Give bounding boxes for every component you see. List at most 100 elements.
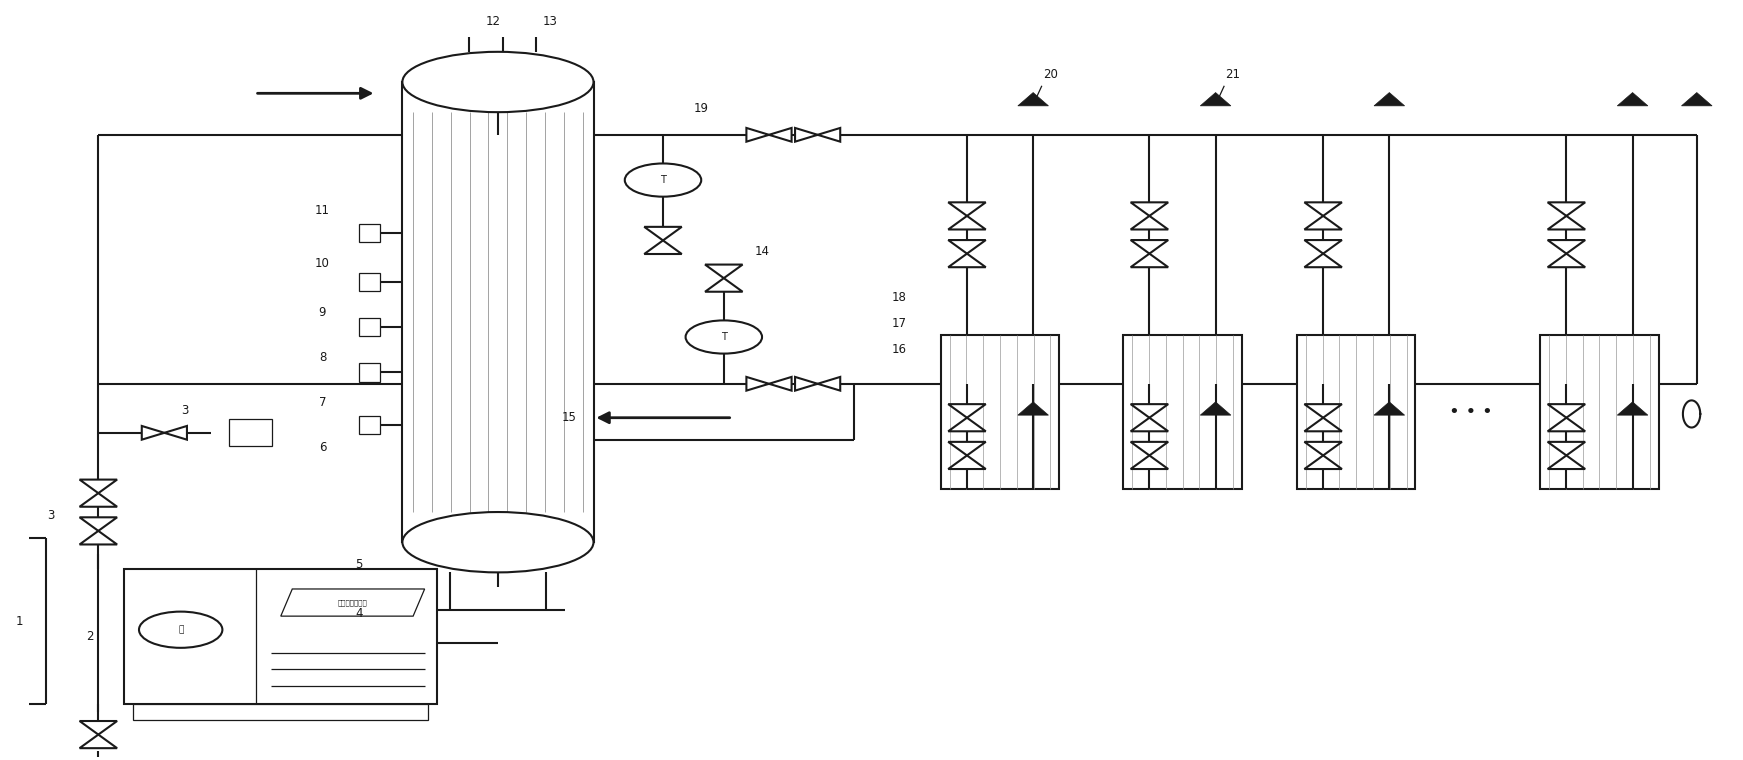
Text: 6: 6 <box>319 442 326 454</box>
Polygon shape <box>706 278 743 292</box>
Text: 20: 20 <box>1042 68 1058 81</box>
Text: 14: 14 <box>755 245 770 258</box>
Polygon shape <box>1131 216 1168 230</box>
Text: 7: 7 <box>319 396 326 409</box>
Polygon shape <box>141 426 164 440</box>
Text: 21: 21 <box>1225 68 1241 81</box>
Polygon shape <box>746 377 769 391</box>
Polygon shape <box>1131 442 1168 455</box>
Polygon shape <box>1304 254 1342 268</box>
Text: 10: 10 <box>315 257 329 270</box>
Polygon shape <box>281 589 425 616</box>
Text: 13: 13 <box>544 15 558 28</box>
Text: 9: 9 <box>319 306 326 318</box>
Polygon shape <box>1304 442 1342 455</box>
Bar <box>941 334 1060 489</box>
Polygon shape <box>1304 216 1342 230</box>
Polygon shape <box>1304 404 1342 418</box>
Bar <box>132 705 429 720</box>
Text: 8: 8 <box>319 351 326 364</box>
Text: 16: 16 <box>891 344 906 356</box>
Polygon shape <box>80 721 117 735</box>
Polygon shape <box>795 377 817 391</box>
Text: T: T <box>722 332 727 342</box>
Polygon shape <box>1018 93 1049 106</box>
Polygon shape <box>706 264 743 278</box>
Polygon shape <box>645 240 682 254</box>
Polygon shape <box>769 128 791 141</box>
Polygon shape <box>1131 254 1168 268</box>
Text: 3: 3 <box>181 404 188 416</box>
Bar <box>403 82 594 542</box>
Polygon shape <box>1548 404 1584 418</box>
Polygon shape <box>1018 402 1049 415</box>
Bar <box>124 568 437 705</box>
Text: 5: 5 <box>356 559 363 572</box>
Polygon shape <box>1548 442 1584 455</box>
Polygon shape <box>1548 216 1584 230</box>
Polygon shape <box>1131 404 1168 418</box>
Polygon shape <box>1304 418 1342 432</box>
Polygon shape <box>1304 240 1342 254</box>
Polygon shape <box>1131 418 1168 432</box>
Bar <box>228 420 272 446</box>
Polygon shape <box>1618 402 1647 415</box>
Text: • • •: • • • <box>1448 403 1492 421</box>
Polygon shape <box>948 418 987 432</box>
Polygon shape <box>164 426 187 440</box>
Polygon shape <box>948 240 987 254</box>
Bar <box>359 224 380 242</box>
Polygon shape <box>948 254 987 268</box>
Polygon shape <box>1373 402 1405 415</box>
Bar <box>359 416 380 434</box>
Polygon shape <box>1548 202 1584 216</box>
Bar <box>1124 334 1241 489</box>
Polygon shape <box>948 216 987 230</box>
Polygon shape <box>1201 402 1231 415</box>
Polygon shape <box>645 226 682 240</box>
Polygon shape <box>1304 202 1342 216</box>
Text: 3: 3 <box>47 509 54 522</box>
Bar <box>1297 334 1415 489</box>
Bar <box>359 273 380 291</box>
Bar <box>359 318 380 336</box>
Polygon shape <box>1548 240 1584 254</box>
Text: 11: 11 <box>315 204 329 217</box>
Polygon shape <box>795 128 817 141</box>
Text: 4: 4 <box>356 607 363 620</box>
Bar <box>359 363 380 382</box>
Text: 18: 18 <box>891 290 906 303</box>
Circle shape <box>624 163 701 197</box>
Text: 液态金属储存箱: 液态金属储存箱 <box>338 599 368 606</box>
Text: 12: 12 <box>486 15 500 28</box>
Bar <box>1541 334 1659 489</box>
Circle shape <box>685 321 762 353</box>
Polygon shape <box>80 518 117 531</box>
Polygon shape <box>1548 455 1584 469</box>
Polygon shape <box>1201 93 1231 106</box>
Text: T: T <box>661 175 666 185</box>
Text: 19: 19 <box>694 102 709 115</box>
Polygon shape <box>80 735 117 748</box>
Polygon shape <box>769 377 791 391</box>
Polygon shape <box>817 377 840 391</box>
Polygon shape <box>80 480 117 493</box>
Polygon shape <box>1131 455 1168 469</box>
Text: 1: 1 <box>16 615 24 628</box>
Circle shape <box>139 612 223 648</box>
Polygon shape <box>1618 93 1647 106</box>
Polygon shape <box>817 128 840 141</box>
Polygon shape <box>1682 93 1712 106</box>
Polygon shape <box>80 531 117 544</box>
Polygon shape <box>1548 418 1584 432</box>
Polygon shape <box>1548 254 1584 268</box>
Ellipse shape <box>403 52 594 112</box>
Ellipse shape <box>403 512 594 572</box>
Polygon shape <box>1131 240 1168 254</box>
Polygon shape <box>1373 93 1405 106</box>
Polygon shape <box>80 493 117 507</box>
Polygon shape <box>1304 455 1342 469</box>
Text: 17: 17 <box>891 317 906 330</box>
Text: 2: 2 <box>85 630 94 643</box>
Polygon shape <box>948 202 987 216</box>
